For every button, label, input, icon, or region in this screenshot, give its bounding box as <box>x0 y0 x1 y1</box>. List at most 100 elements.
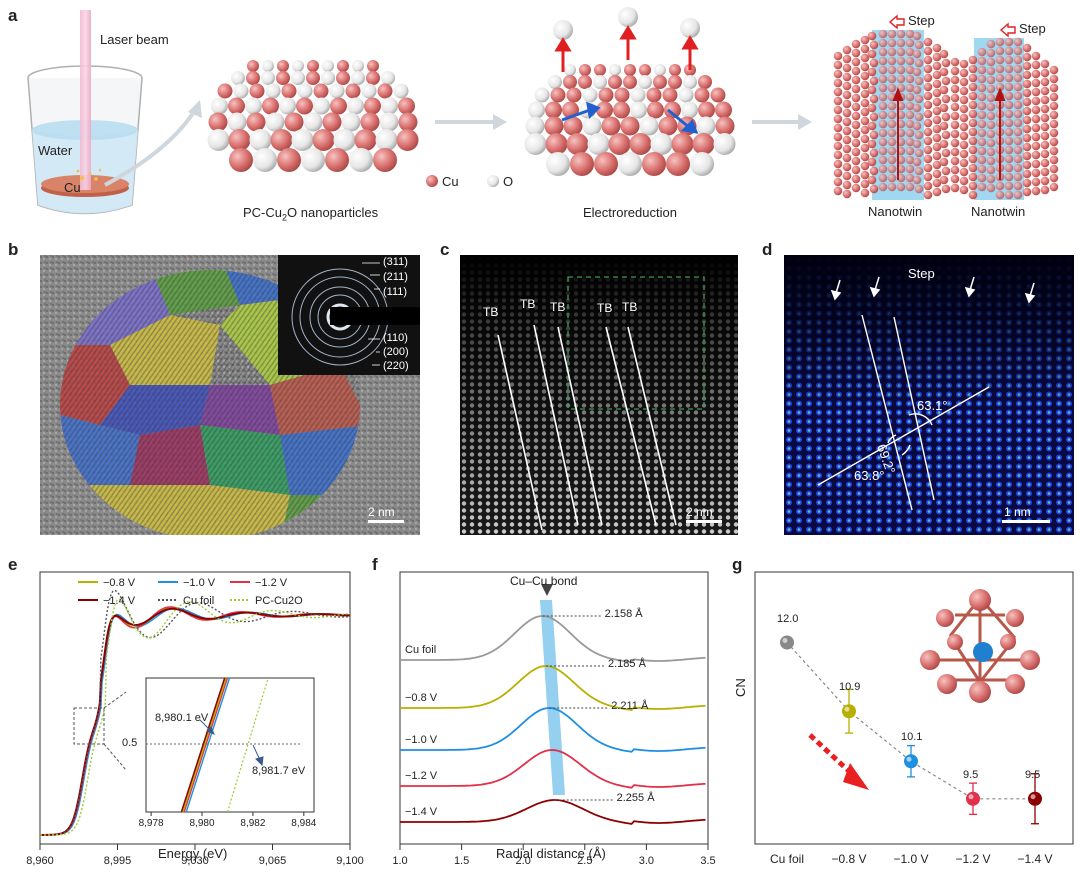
lattice-atom <box>1013 73 1023 83</box>
lattice-atom <box>968 55 978 65</box>
lattice-atom <box>950 84 960 94</box>
angle-lines <box>817 314 990 511</box>
lattice-atom <box>1049 164 1059 174</box>
panel-d-colored-image <box>784 255 1074 535</box>
lattice-atom <box>995 73 1005 83</box>
lattice-atom <box>941 148 951 158</box>
lattice-atom <box>878 155 888 165</box>
o-atom <box>582 116 602 136</box>
tb-label-5: TB <box>622 300 638 314</box>
lattice-atom <box>1031 78 1041 88</box>
lattice-atom <box>905 182 915 192</box>
lattice-atom <box>905 65 915 75</box>
lattice-atom <box>851 138 861 148</box>
cu-atom <box>307 60 319 72</box>
g-ylabel: CN <box>733 678 748 697</box>
lattice-atom <box>939 121 949 131</box>
lattice-atom <box>887 119 897 129</box>
lattice-atom <box>1013 55 1023 65</box>
lattice-atom <box>878 56 888 66</box>
cu-atom <box>658 116 678 136</box>
lattice-atom <box>851 39 861 49</box>
lattice-atom <box>869 184 879 194</box>
lattice-atom <box>887 83 897 93</box>
o-atom <box>313 97 330 115</box>
lattice-atom <box>1013 64 1023 74</box>
lattice-atom <box>896 29 906 39</box>
lattice-atom <box>869 94 879 104</box>
lattice-atom <box>833 60 843 70</box>
plane-220: (220) <box>383 360 409 372</box>
lattice-atom <box>932 133 942 143</box>
lattice-atom <box>941 184 951 194</box>
cu-atom <box>594 64 606 76</box>
e-inset-series-3 <box>182 677 227 813</box>
o-atom <box>292 60 304 72</box>
lattice-atom <box>977 65 987 75</box>
e-legend-label: −1.4 V <box>103 595 136 607</box>
lattice-atom <box>986 183 996 193</box>
lattice-atom <box>932 88 942 98</box>
lattice-atom <box>878 164 888 174</box>
lattice-atom <box>860 44 870 54</box>
cu-atom <box>246 112 266 132</box>
lattice-atom <box>912 121 922 131</box>
caption-sub: 2 <box>282 212 288 223</box>
lattice-atom <box>912 157 922 167</box>
cu-atom <box>614 87 630 103</box>
lattice-atom <box>1004 172 1014 182</box>
lattice-atom <box>959 95 969 105</box>
lattice-atom <box>912 85 922 95</box>
lattice-atom <box>950 165 960 175</box>
lattice-atom <box>923 46 933 56</box>
lattice-atom <box>1022 160 1032 170</box>
lattice-atom <box>932 97 942 107</box>
panel-b-label: b <box>8 240 19 259</box>
lattice-atom <box>833 177 843 187</box>
lattice-atom <box>959 59 969 69</box>
lattice-atom <box>1013 145 1023 155</box>
cu-atom <box>639 64 651 76</box>
lattice-atom <box>977 92 987 102</box>
cu-atom <box>629 133 652 155</box>
lattice-atom <box>986 57 996 67</box>
lattice-atom <box>912 103 922 113</box>
lattice-atom <box>1040 158 1050 168</box>
lattice-atom <box>905 83 915 93</box>
lattice-atom <box>842 81 852 91</box>
cu-atom <box>545 133 568 155</box>
lattice-atom <box>986 75 996 85</box>
step-arrows <box>830 276 1036 304</box>
lattice-atom <box>833 123 843 133</box>
lattice-atom <box>842 45 852 55</box>
lattice-atom <box>860 161 870 171</box>
cu-atom <box>598 87 614 103</box>
lattice-atom <box>932 142 942 152</box>
f-series-0 <box>400 615 706 664</box>
cu-atom <box>336 71 350 85</box>
g-category-label: Cu foil <box>769 852 804 866</box>
lattice-atom <box>887 110 897 120</box>
lattice-atom <box>905 155 915 165</box>
lattice-atom <box>914 76 924 86</box>
lattice-atom <box>851 75 861 85</box>
lattice-atom <box>878 92 888 102</box>
lattice-atom <box>833 159 843 169</box>
lattice-atom <box>860 188 870 198</box>
o-atom <box>609 64 621 76</box>
lattice-atom <box>833 87 843 97</box>
lattice-atom <box>959 149 969 159</box>
lattice-atom <box>1004 37 1014 47</box>
lattice-atom <box>1004 190 1014 200</box>
lattice-atom <box>1022 88 1032 98</box>
step-markers <box>888 14 1016 38</box>
lattice-atom <box>878 47 888 57</box>
lattice-atom <box>878 74 888 84</box>
cu-atom <box>208 112 228 132</box>
o-atom <box>630 87 646 103</box>
lattice-atom <box>995 181 1005 191</box>
tb-label-3: TB <box>550 300 566 314</box>
lattice-atom <box>869 40 879 50</box>
lattice-atom <box>887 182 897 192</box>
lattice-atom <box>950 57 960 67</box>
